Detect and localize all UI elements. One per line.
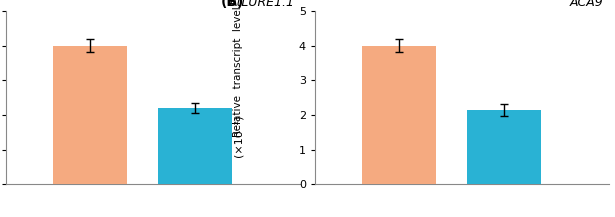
Text: ACA9: ACA9 [569, 0, 603, 9]
Bar [362, 46, 435, 184]
Bar [467, 110, 541, 184]
Bar [159, 108, 232, 184]
Text: AtLURE1.1: AtLURE1.1 [228, 0, 294, 9]
Bar [54, 46, 127, 184]
Text: Relative  transcript  level: Relative transcript level [234, 6, 244, 137]
Text: (×10⁻²): (×10⁻²) [234, 115, 244, 157]
Text: (B): (B) [221, 0, 244, 9]
